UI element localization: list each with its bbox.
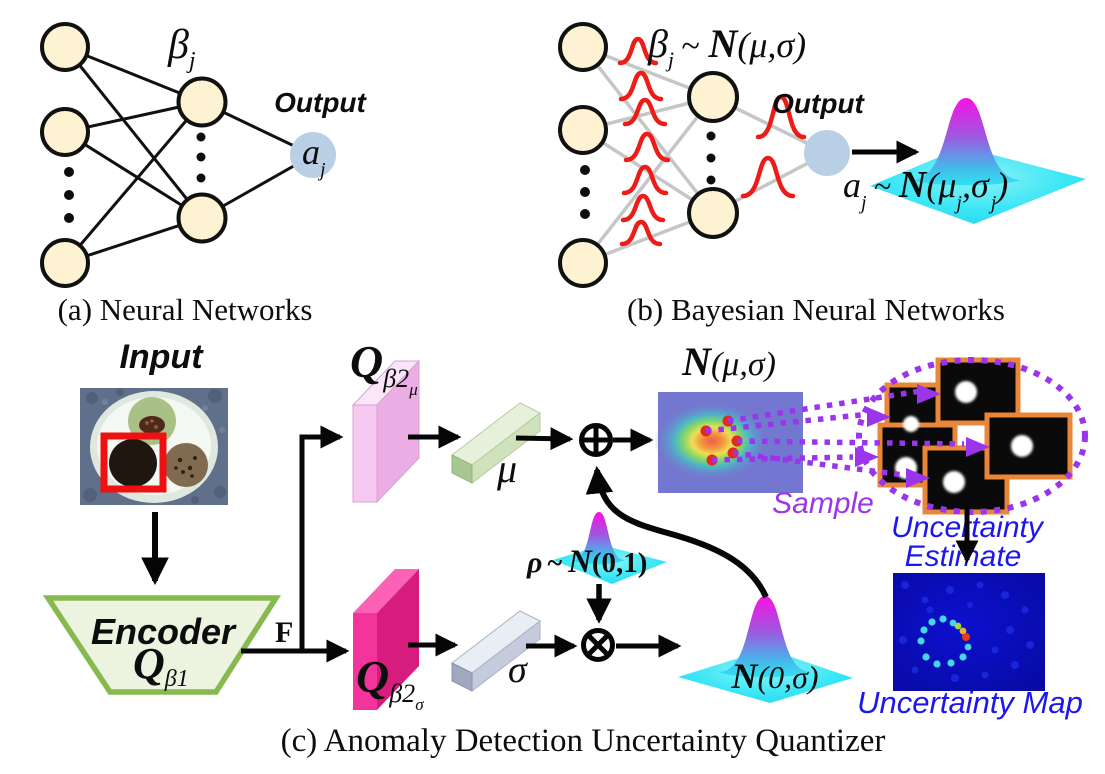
bnn-output-node xyxy=(804,130,850,176)
feature-label: F xyxy=(275,616,293,649)
rho-distribution-label: ρ ~ N(0,1) xyxy=(526,544,647,580)
anomaly-region-box xyxy=(100,432,167,493)
sample-patches xyxy=(877,357,1073,515)
scaled-noise-surface xyxy=(678,596,853,703)
mu-vector-label: μ xyxy=(496,446,517,491)
nn-weight-label: βj xyxy=(167,22,196,74)
bnn-output-text: Output xyxy=(772,88,865,119)
nn-hidden-ellipsis-dots xyxy=(196,132,206,183)
panel-b-caption: (b) Bayesian Neural Networks xyxy=(627,292,1005,327)
bnn-weight-distribution-label: βj ~ N(μ,σ) xyxy=(647,21,806,72)
encoder-block: Encoder Qβ1 xyxy=(42,595,282,695)
scaled-noise-label: N(0,σ) xyxy=(730,656,818,696)
sample-label: Sample xyxy=(772,487,874,520)
panel-a-neural-network: βj Output aj (a) Neural Networks xyxy=(40,22,368,327)
panel-c-caption: (c) Anomaly Detection Uncertainty Quanti… xyxy=(281,723,886,759)
bnn-hidden-nodes xyxy=(687,71,739,239)
nn-output-node xyxy=(290,132,336,178)
sigma-vector-label: σ xyxy=(508,649,528,691)
nn-hidden-nodes xyxy=(176,76,228,244)
uncertainty-map-label: Uncertainty Map xyxy=(857,685,1083,720)
dark-anomaly-object xyxy=(109,439,157,487)
reparameterization-curve-arrow xyxy=(585,465,769,599)
bnn-input-ellipsis-dots xyxy=(580,165,590,219)
nn-input-nodes xyxy=(40,22,90,288)
mu-to-plus-arrow xyxy=(515,427,574,451)
nn-output-text: Output xyxy=(274,87,367,118)
input-image: . xyxy=(80,388,228,505)
standard-normal-surface xyxy=(553,512,667,584)
bnn-weight-distribution-curves xyxy=(617,36,807,247)
uncertainty-estimate-label-line2: Estimate xyxy=(905,540,1022,573)
plus-circle-icon xyxy=(579,423,613,457)
mu-vector-bar xyxy=(451,402,541,485)
brown-fruit xyxy=(164,443,208,487)
input-title: Input xyxy=(119,338,204,376)
multiply-circle-icon xyxy=(581,628,615,662)
uncertainty-map-image xyxy=(893,573,1045,691)
posterior-heatmap xyxy=(654,392,803,493)
encoder-q-label: Qβ1 xyxy=(133,639,189,692)
nn-input-ellipsis-dots xyxy=(64,167,74,223)
posterior-distribution-label: N(μ,σ) xyxy=(681,339,776,384)
q-beta2-sigma-label: Qβ2σ xyxy=(356,651,424,714)
bnn-hidden-ellipsis-dots xyxy=(706,131,716,185)
panel-c-uncertainty-quantizer: Input . xyxy=(42,336,1088,759)
sample-cluster-ellipse xyxy=(856,357,1088,515)
feature-arrow-vertical xyxy=(299,425,344,649)
nn-activation-label: aj xyxy=(302,132,326,181)
q-beta2-mu-label: Qβ2μ xyxy=(350,336,418,399)
q-beta2-mu-block xyxy=(351,359,421,504)
encoder-title: Encoder xyxy=(91,611,237,652)
sample-trails xyxy=(705,388,965,478)
bnn-output-gaussian-surface xyxy=(870,98,1086,224)
panel-a-caption: (a) Neural Networks xyxy=(58,292,313,327)
panel-b-bayesian-neural-network: βj ~ N(μ,σ) Output aj ~ N(μj,σ j) (b) Bayesia… xyxy=(558,21,1086,327)
sigma-vector-bar xyxy=(451,610,541,693)
q-beta2-sigma-block xyxy=(353,569,419,710)
sample-arrowheads xyxy=(855,384,990,488)
map-ring-dots xyxy=(917,615,972,668)
bnn-input-nodes xyxy=(558,22,608,288)
bnn-activation-distribution-label: aj ~ N(μj,σ j) xyxy=(843,164,1008,214)
